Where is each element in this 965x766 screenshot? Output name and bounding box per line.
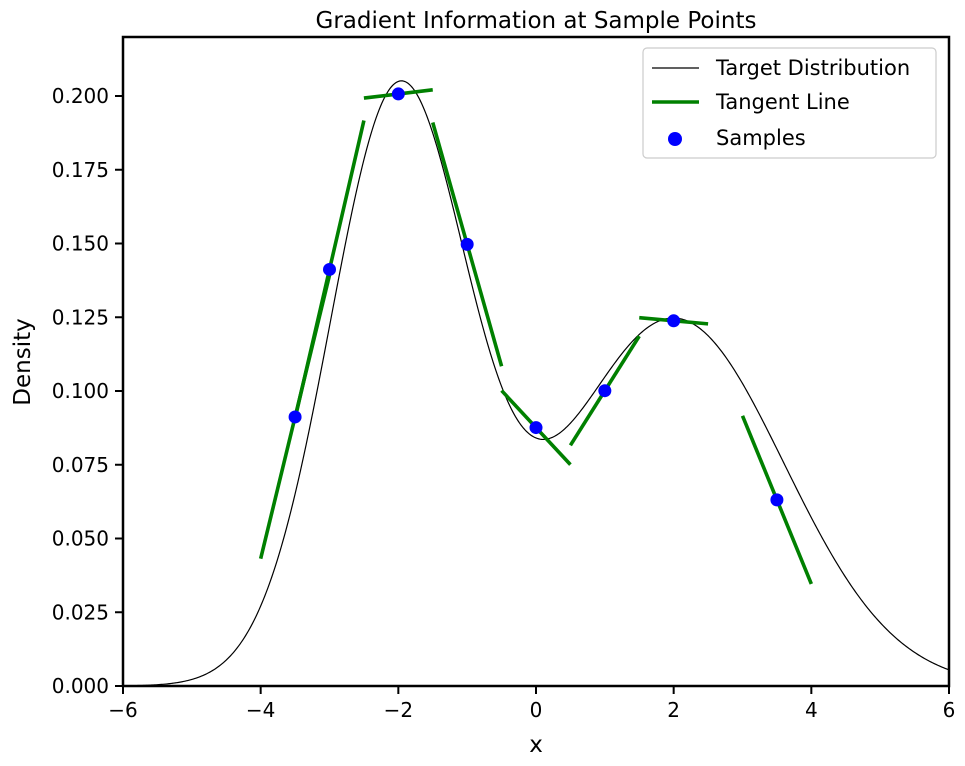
tangent-layer <box>258 88 813 585</box>
y-tick-label: 0.125 <box>52 305 109 329</box>
sample-point <box>770 493 784 507</box>
curve-layer <box>123 80 949 686</box>
y-tick-label: 0.200 <box>52 84 109 108</box>
x-tick-label: 4 <box>805 698 818 722</box>
y-tick-label: 0.100 <box>52 379 109 403</box>
sample-point <box>667 314 681 328</box>
x-axis-label: x <box>529 732 543 758</box>
legend-box <box>642 47 937 159</box>
chart-title: Gradient Information at Sample Points <box>316 8 757 34</box>
x-tick-label: 6 <box>943 698 956 722</box>
y-tick-label: 0.175 <box>52 158 109 182</box>
legend-tangent-line-label: Tangent Line <box>715 90 850 114</box>
y-axis-label: Density <box>10 318 36 405</box>
y-tick-label: 0.025 <box>52 600 109 624</box>
sample-point <box>288 410 302 424</box>
y-tick-label: 0.075 <box>52 453 109 477</box>
sample-point <box>460 237 474 251</box>
x-tick-label: 0 <box>530 698 543 722</box>
sample-point <box>323 262 336 276</box>
legend: Target Distribution Tangent Line Samples <box>642 47 937 159</box>
x-tick-label: −4 <box>246 698 275 722</box>
legend-samples-label: Samples <box>716 126 806 150</box>
y-axis-ticks: 0.000 0.025 0.050 0.075 0.100 0.125 0.150 0.175… <box>52 84 123 698</box>
x-tick-label: −2 <box>384 698 413 722</box>
legend-target-distribution-label: Target Distribution <box>715 56 910 80</box>
x-tick-label: −6 <box>108 698 137 722</box>
y-tick-label: 0.150 <box>52 232 109 256</box>
x-tick-label: 2 <box>667 698 680 722</box>
y-tick-label: 0.050 <box>52 527 109 551</box>
sample-point <box>529 421 543 435</box>
legend-samples-marker <box>668 132 682 146</box>
y-tick-label: 0.000 <box>52 674 109 698</box>
target-distribution-line <box>123 80 949 686</box>
plot-area <box>123 80 949 686</box>
sample-point <box>391 87 405 101</box>
sample-point <box>598 384 612 398</box>
sample-layer <box>288 87 784 507</box>
x-axis-ticks: −6 −4 −2 0 2 4 6 <box>108 686 955 722</box>
